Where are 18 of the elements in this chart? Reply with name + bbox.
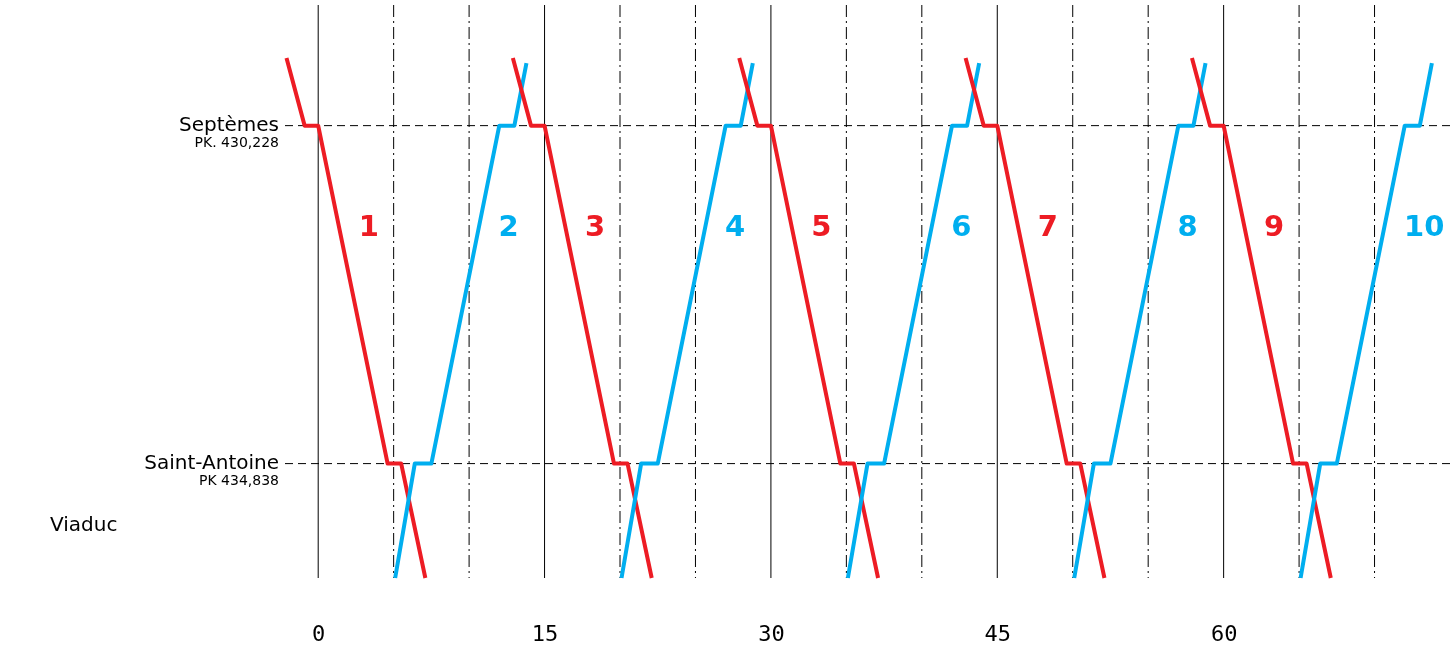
series-label: 8 bbox=[1177, 209, 1198, 244]
series-label: 4 bbox=[724, 209, 746, 244]
series-label: 1 bbox=[358, 209, 379, 244]
series-label: 7 bbox=[1037, 209, 1058, 244]
series-label: 3 bbox=[585, 209, 606, 244]
series-label: 6 bbox=[951, 209, 972, 244]
x-tick-label: 60 bbox=[1210, 620, 1238, 646]
x-tick-label: 15 bbox=[531, 620, 559, 646]
text: Viaduc bbox=[50, 512, 118, 536]
ref-line-label: Septèmes PK. 430,228 bbox=[178, 111, 279, 150]
x-tick-label: 45 bbox=[984, 620, 1012, 646]
x-tick-label: 30 bbox=[758, 620, 785, 646]
x-tick-label: 0 bbox=[312, 620, 326, 646]
series-label: 9 bbox=[1264, 209, 1285, 244]
series-label: 2 bbox=[498, 209, 519, 244]
ref-line-label: Saint-Antoine PK 434,838 bbox=[144, 449, 279, 488]
series-label: 5 bbox=[811, 209, 832, 244]
series-label: 10 bbox=[1403, 209, 1445, 244]
